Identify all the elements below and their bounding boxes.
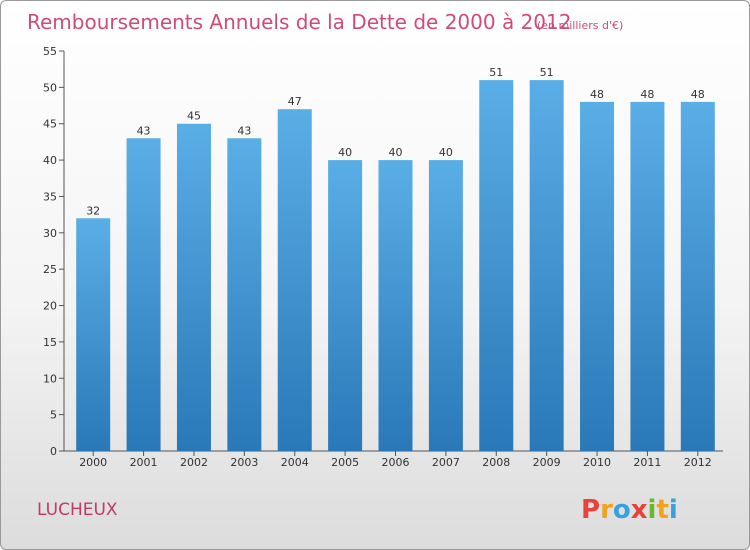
bar — [630, 101, 665, 451]
bar — [328, 160, 363, 451]
y-tick-label: 40 — [43, 154, 57, 167]
x-tick-label: 2002 — [180, 456, 208, 469]
x-tick-label: 2003 — [230, 456, 258, 469]
x-tick-label: 2001 — [130, 456, 158, 469]
data-label: 47 — [288, 95, 302, 108]
bar — [76, 218, 111, 451]
x-tick-label: 2005 — [331, 456, 359, 469]
bar — [428, 160, 463, 451]
chart-title: Remboursements Annuels de la Dette de 20… — [27, 10, 571, 34]
x-tick-label: 2009 — [533, 456, 561, 469]
x-tick-label: 2008 — [482, 456, 510, 469]
bar — [580, 101, 615, 451]
y-tick-label: 20 — [43, 300, 57, 313]
y-tick-label: 30 — [43, 227, 57, 240]
commune-name: LUCHEUX — [37, 500, 118, 520]
data-label: 40 — [338, 146, 352, 159]
logo-letter: i — [648, 495, 657, 525]
x-tick-label: 2007 — [432, 456, 460, 469]
x-tick-label: 2010 — [583, 456, 611, 469]
x-tick-label: 2011 — [633, 456, 661, 469]
y-tick-label: 15 — [43, 336, 57, 349]
data-label: 48 — [640, 88, 654, 101]
axes: 0 5 10 15 20 25 30 35 40 45 50 55 2000 2001 2002 2003 20… — [43, 45, 723, 469]
bars: 32 43 45 43 47 40 40 40 51 51 48 48 48 — [76, 66, 715, 452]
data-label: 45 — [187, 110, 201, 123]
bar — [176, 123, 211, 452]
bar — [277, 109, 312, 451]
bar — [479, 80, 514, 451]
x-tick-label: 2004 — [281, 456, 309, 469]
bar — [126, 138, 161, 452]
y-tick-label: 25 — [43, 263, 57, 276]
data-label: 43 — [137, 124, 151, 137]
data-label: 48 — [590, 88, 604, 101]
logo-letter: r — [600, 495, 613, 525]
proxiti-logo: Proxiti — [581, 495, 678, 525]
y-tick-label: 10 — [43, 372, 57, 385]
y-tick-label: 0 — [50, 445, 57, 458]
data-label: 51 — [489, 66, 503, 79]
x-tick-label: 2000 — [79, 456, 107, 469]
y-tick-label: 5 — [50, 409, 57, 422]
y-tick-label: 45 — [43, 118, 57, 131]
logo-letter: x — [631, 495, 648, 525]
bar — [378, 160, 413, 451]
data-label: 51 — [540, 66, 554, 79]
logo-letter: o — [613, 495, 631, 525]
data-label: 40 — [389, 146, 403, 159]
chart-subtitle: (en milliers d'€) — [537, 19, 623, 32]
logo-letter: t — [656, 495, 668, 525]
y-tick-label: 35 — [43, 190, 57, 203]
bar — [680, 101, 715, 451]
x-tick-label: 2006 — [382, 456, 410, 469]
logo-letter: P — [581, 495, 600, 525]
logo-letter: i — [669, 495, 678, 525]
bar — [227, 138, 262, 452]
y-tick-label: 55 — [43, 45, 57, 58]
y-tick-label: 50 — [43, 81, 57, 94]
data-label: 48 — [691, 88, 705, 101]
x-tick-label: 2012 — [684, 456, 712, 469]
data-label: 43 — [237, 124, 251, 137]
data-label: 40 — [439, 146, 453, 159]
data-label: 32 — [86, 204, 100, 217]
bar — [529, 80, 564, 451]
